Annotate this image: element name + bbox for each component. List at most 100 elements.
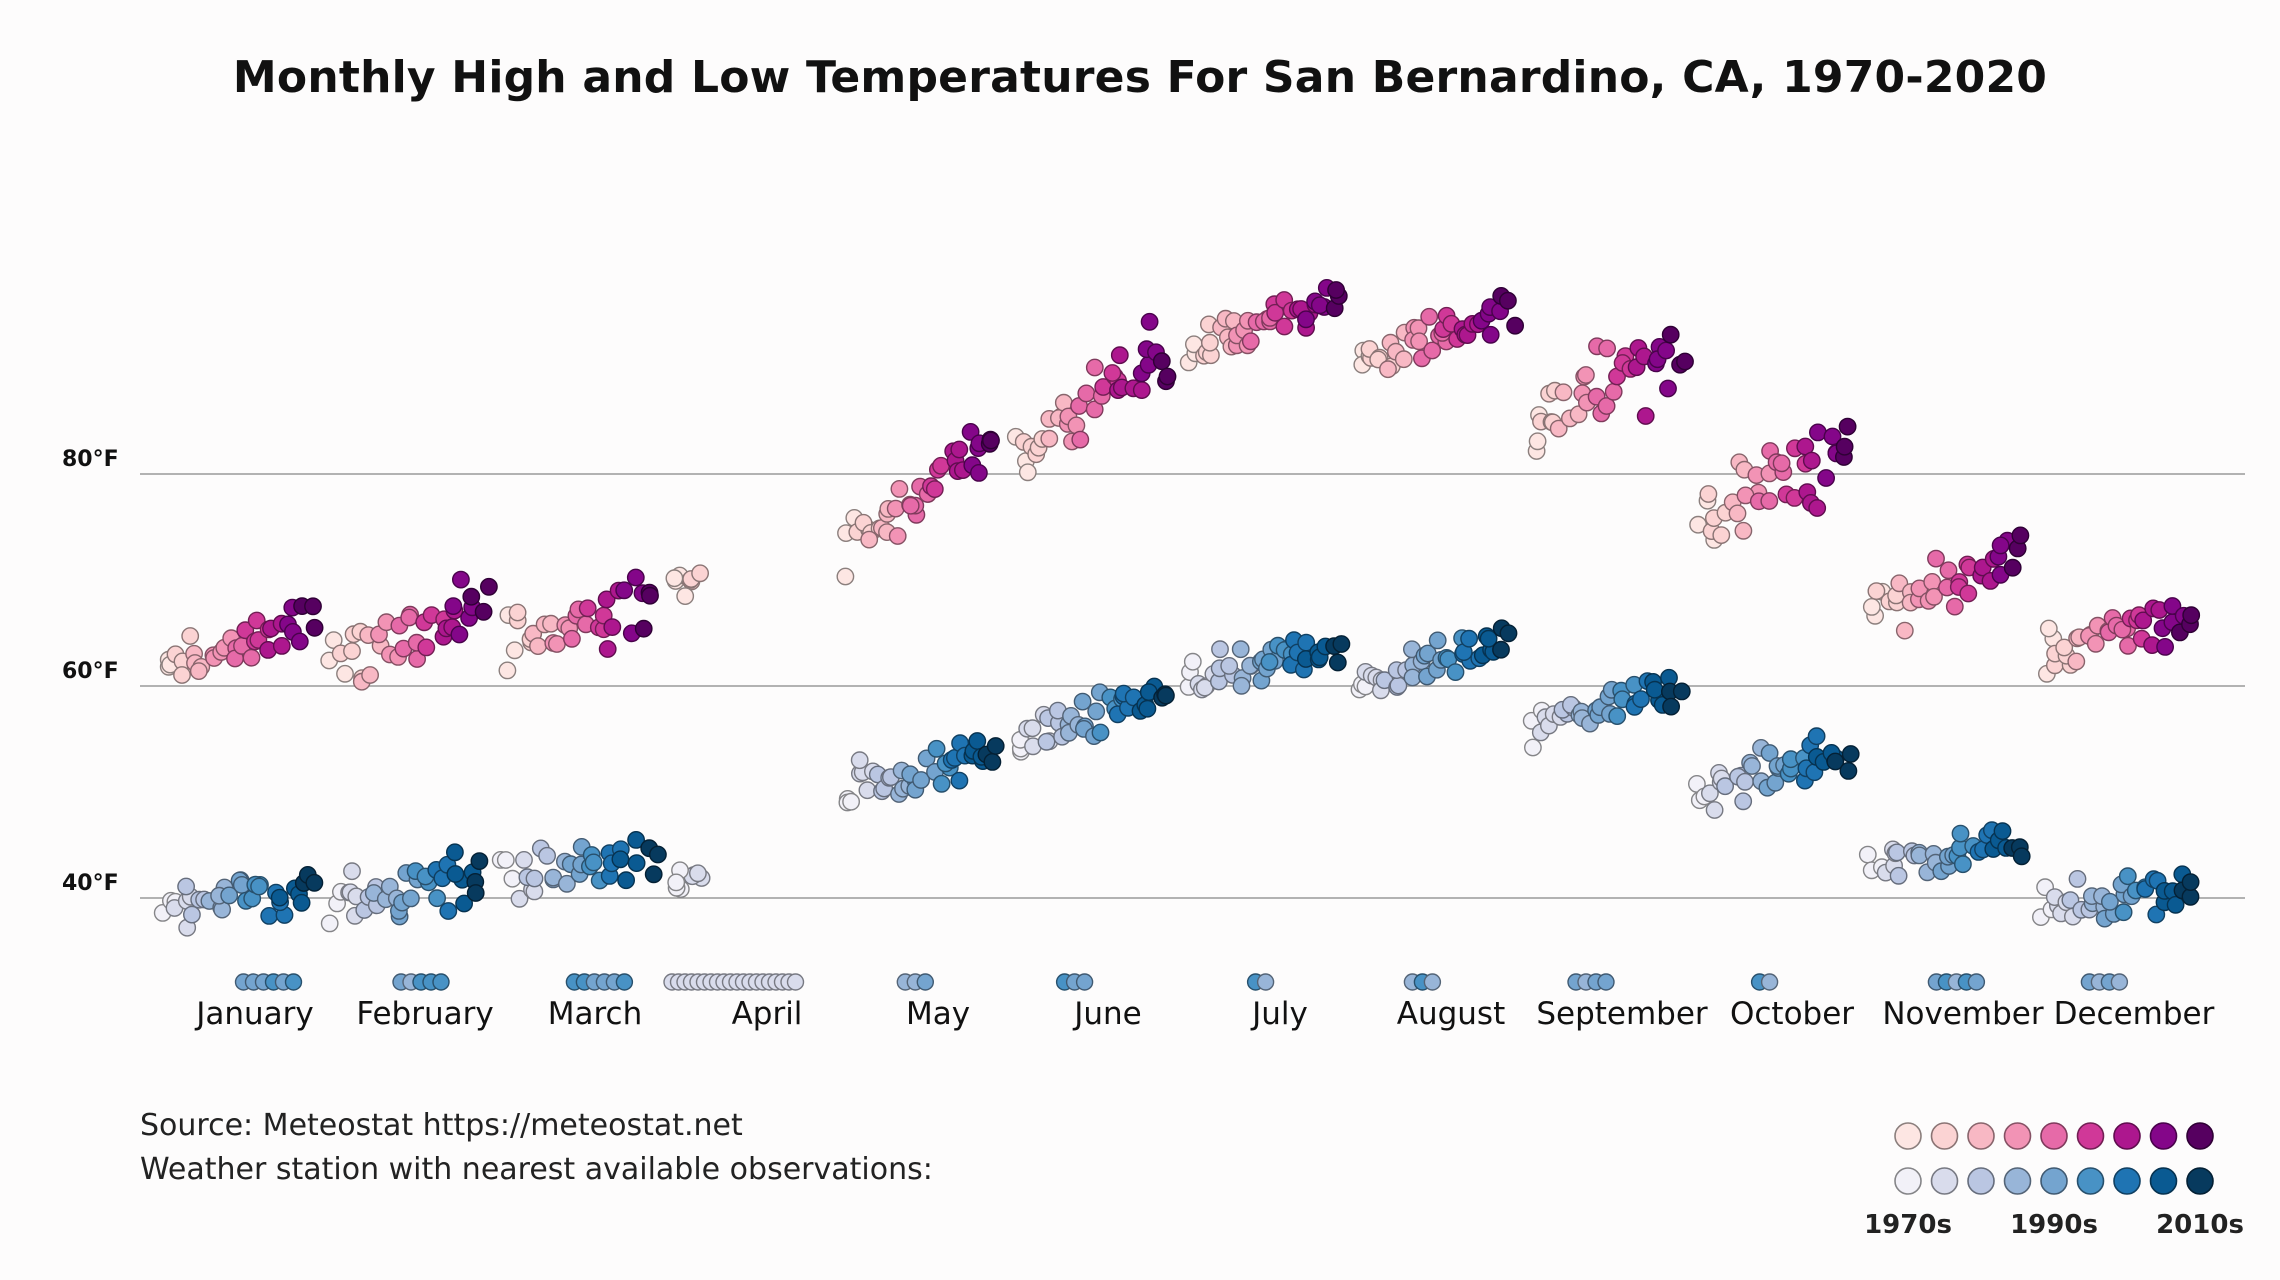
- missing-marker-september: [1597, 973, 1615, 991]
- high-point-september-2017: [1661, 325, 1680, 344]
- source-line-1: Source: Meteostat https://meteostat.net: [140, 1108, 743, 1143]
- high-point-june-2010: [1132, 381, 1151, 399]
- missing-marker-march: [615, 973, 634, 991]
- low-point-june-1997: [1087, 702, 1106, 721]
- high-point-november-2017: [2003, 558, 2022, 577]
- low-point-september-2008: [1632, 690, 1650, 708]
- high-point-october-2008: [1802, 451, 1821, 470]
- low-point-july-1988: [1232, 676, 1251, 695]
- low-point-september-1970: [1524, 738, 1542, 757]
- month-label-november: November: [1882, 996, 2044, 1032]
- low-point-july-1985: [1220, 657, 1239, 675]
- high-point-december-1981: [2067, 652, 2086, 671]
- low-point-march-1976: [510, 889, 529, 908]
- high-point-january-1984: [189, 662, 208, 680]
- high-point-november-1990: [1923, 573, 1942, 591]
- low-point-may-2019: [983, 753, 1002, 771]
- high-point-october-1998: [1772, 454, 1791, 473]
- low-point-february-2011: [445, 843, 464, 862]
- low-point-june-1999: [1091, 723, 1110, 742]
- low-point-may-2007: [950, 771, 969, 790]
- high-point-january-1997: [242, 648, 261, 667]
- month-label-january: January: [194, 996, 314, 1032]
- legend-label-2010s: 2010s: [2156, 1210, 2244, 1240]
- low-point-december-2001: [2118, 867, 2137, 886]
- high-point-may-1980: [860, 530, 879, 549]
- low-point-june-2014: [1138, 699, 1157, 718]
- low-point-october-1974: [1701, 784, 1719, 803]
- high-point-september-2020: [1676, 352, 1694, 371]
- low-point-december-1994: [2100, 892, 2119, 911]
- high-point-january-2016: [290, 632, 309, 651]
- high-point-august-1991: [1410, 332, 1429, 351]
- high-point-june-2003: [1103, 364, 1122, 382]
- low-point-august-2016: [1479, 629, 1498, 648]
- low-point-june-1976: [1023, 719, 1042, 738]
- low-point-january-2016: [292, 893, 311, 912]
- high-point-february-1973: [336, 664, 354, 683]
- high-point-july-1979: [1201, 333, 1219, 352]
- high-point-march-1993: [563, 629, 581, 648]
- low-point-february-2008: [439, 902, 458, 920]
- low-point-october-1988: [1743, 757, 1761, 775]
- high-point-november-2016: [1991, 536, 2010, 555]
- high-point-october-1993: [1760, 492, 1779, 510]
- high-point-march-1973: [505, 641, 524, 660]
- low-point-june-2020: [1157, 686, 1175, 705]
- low-point-may-1996: [912, 771, 930, 789]
- missing-marker-november: [1967, 973, 1986, 991]
- high-point-may-2010: [950, 440, 969, 459]
- low-point-february-1998: [401, 889, 420, 908]
- missing-marker-july: [1256, 973, 1275, 991]
- high-point-february-2011: [444, 597, 463, 615]
- high-point-april-1973: [676, 587, 695, 605]
- high-point-may-1988: [890, 479, 909, 498]
- high-point-september-1988: [1577, 366, 1595, 384]
- low-point-june-1980: [1037, 732, 1056, 751]
- low-point-october-2020: [1839, 762, 1858, 780]
- low-point-march-2015: [627, 831, 645, 849]
- missing-marker-january: [284, 973, 303, 991]
- missing-marker-december: [2110, 973, 2129, 991]
- high-point-may-2020: [982, 431, 1000, 450]
- missing-marker-april: [786, 973, 805, 991]
- high-point-may-1987: [888, 527, 907, 545]
- low-point-december-2020: [2181, 873, 2200, 891]
- high-point-march-2008: [603, 618, 622, 636]
- low-point-july-1982: [1211, 640, 1229, 659]
- high-point-april-1971: [665, 569, 684, 588]
- month-label-august: August: [1397, 996, 1506, 1032]
- legend-swatch-high-7: [2149, 1122, 2178, 1150]
- high-point-august-2015: [1481, 325, 1500, 344]
- legend-swatch-low-8: [2186, 1167, 2214, 1195]
- low-point-october-1980: [1716, 777, 1735, 796]
- legend-swatch-low-0: [1894, 1167, 1922, 1195]
- high-point-june-1973: [1018, 463, 1037, 482]
- high-point-july-2015: [1310, 296, 1329, 315]
- high-point-october-1974: [1699, 485, 1718, 503]
- low-point-march-1991: [558, 874, 576, 893]
- legend-swatch-high-8: [2186, 1122, 2214, 1150]
- low-point-september-2013: [1645, 680, 1664, 699]
- month-label-april: April: [732, 996, 803, 1032]
- month-label-june: June: [1072, 996, 1142, 1032]
- high-point-january-1999: [236, 621, 255, 640]
- high-point-june-1994: [1077, 384, 1096, 403]
- high-point-november-1993: [1927, 549, 1945, 568]
- missing-marker-june: [1075, 973, 1094, 991]
- high-point-july-2002: [1275, 317, 1294, 336]
- high-point-may-2002: [925, 480, 944, 498]
- low-point-may-1999: [927, 739, 946, 758]
- high-point-september-1973: [1528, 432, 1547, 451]
- low-point-march-2012: [617, 871, 635, 890]
- low-point-october-1984: [1736, 772, 1754, 791]
- low-point-june-1993: [1073, 692, 1092, 711]
- low-point-february-1970: [320, 914, 339, 933]
- high-point-march-1999: [578, 599, 597, 618]
- legend-swatch-low-1: [1930, 1167, 1959, 1195]
- low-point-march-2011: [611, 850, 630, 869]
- high-point-november-2003: [1959, 584, 1978, 603]
- low-point-november-2001: [1951, 824, 1970, 843]
- low-point-november-2016: [1993, 822, 2012, 840]
- y-tick-label-80: 80°F: [62, 447, 119, 472]
